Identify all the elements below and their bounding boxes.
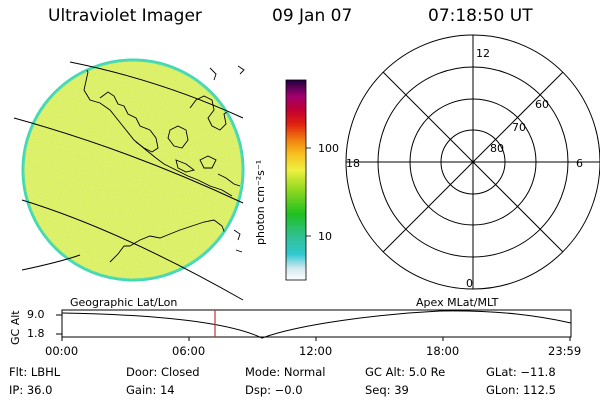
xtick-0000: 00:00 [45, 344, 79, 358]
xtick-0600: 06:00 [172, 344, 206, 358]
apex-label: Apex MLat/MLT [416, 296, 499, 309]
ytick-9: 9.0 [27, 308, 45, 321]
info-gain: Gain: 14 [126, 383, 175, 397]
mlt-label-12: 12 [476, 47, 490, 60]
lat-label-80: 80 [490, 142, 504, 155]
timeline-plot [56, 309, 572, 341]
colorbar [285, 79, 307, 281]
info-dsp: Dsp: −0.0 [245, 383, 303, 397]
xtick-2359: 23:59 [548, 344, 582, 358]
ytick-1_8: 1.8 [27, 327, 45, 340]
geographic-label: Geographic Lat/Lon [70, 296, 178, 309]
colorbar-unit-label: photon cm⁻²s⁻¹ [254, 159, 267, 245]
info-seq: Seq: 39 [365, 383, 409, 397]
timeline-ylabel: GC Alt [9, 310, 22, 345]
instrument-title: Ultraviolet Imager [48, 6, 202, 26]
lat-label-70: 70 [512, 121, 526, 134]
polar-grid [345, 34, 600, 290]
mlt-label-6: 6 [576, 157, 583, 170]
info-glat: GLat: −11.8 [486, 365, 556, 379]
info-mode: Mode: Normal [245, 365, 326, 379]
earth-disk [21, 58, 245, 282]
latitude-lines [13, 61, 244, 301]
lat-label-60: 60 [535, 98, 549, 111]
outer-coastlines [209, 65, 245, 253]
info-ip: IP: 36.0 [9, 383, 53, 397]
info-gc-alt: GC Alt: 5.0 Re [365, 365, 446, 379]
info-glon: GLon: 112.5 [486, 383, 556, 397]
xtick-1200: 12:00 [299, 344, 333, 358]
date-label: 09 Jan 07 [272, 6, 353, 26]
info-filter: Flt: LBHL [9, 365, 61, 379]
colorbar-tick-100: 100 [318, 142, 339, 155]
colorbar-tick-10: 10 [318, 230, 332, 243]
time-label: 07:18:50 UT [428, 6, 533, 26]
xtick-1800: 18:00 [426, 344, 460, 358]
mlt-label-0: 0 [466, 277, 473, 290]
info-door: Door: Closed [126, 365, 200, 379]
altitude-curve [61, 310, 572, 339]
mlt-label-18: 18 [346, 157, 360, 170]
